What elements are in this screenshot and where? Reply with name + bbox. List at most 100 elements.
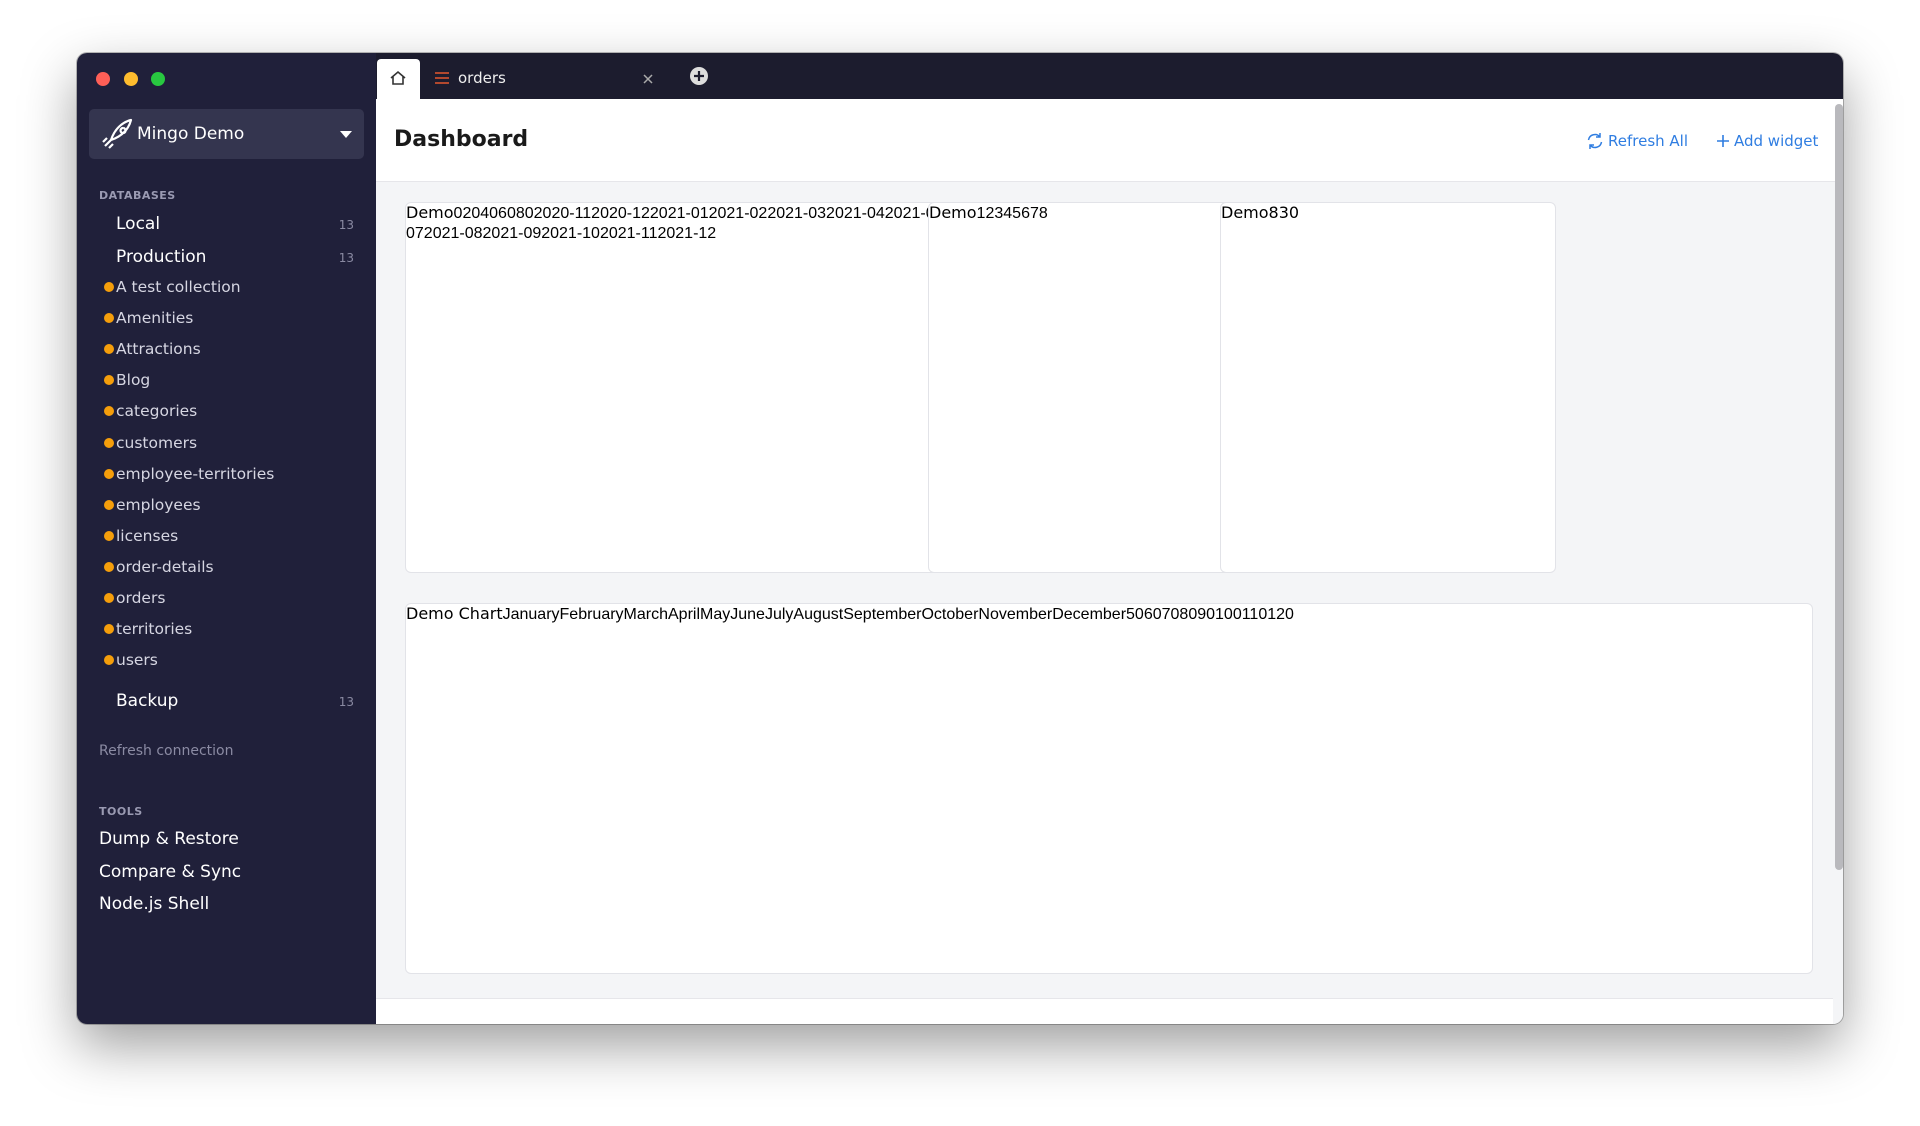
section-label: TOOLS [99,805,143,818]
doughnut-widget: Demo12345678 [928,202,1266,573]
legend-label: 7 [1029,205,1039,222]
workspace-selector[interactable]: Mingo Demo [89,109,364,159]
collection-dot [104,406,114,417]
collection-count: 13 [338,695,354,709]
collection-dot [104,437,114,448]
x-tick-label: August [793,606,844,623]
home-icon [390,70,406,85]
y-tick-label: 20 [462,205,481,222]
tool-item[interactable]: Node.js Shell [99,894,210,914]
collection-name[interactable]: licenses [116,526,179,545]
tool-item[interactable]: Compare & Sync [99,862,242,882]
collection-name[interactable]: order-details [116,557,214,576]
collection-dot [104,561,114,572]
number-value: 830 [1268,203,1300,222]
line-widget: Demo ChartJanuaryFebruaryMarchAprilMayJu… [405,603,1813,974]
widget-title: Demo [406,203,454,222]
collection-name[interactable]: Blog [116,371,151,390]
collection-dot [104,655,114,666]
database-name[interactable]: Backup [116,691,179,711]
zoom-button[interactable] [151,72,165,86]
collection-dot [104,468,114,479]
x-tick-label: May [700,606,731,623]
y-tick-label: 120 [1267,606,1294,623]
sidebar: Mingo Demo DATABASES Local 13 Production 13 A… [77,53,376,1024]
number-widget: Demo830 [1220,202,1556,573]
x-tick-label: September [843,606,922,623]
collection-name[interactable]: employee-territories [116,464,275,483]
collection-dot [104,593,114,603]
collection-name[interactable]: A test collection [116,278,241,296]
scrollbar [1835,104,1843,870]
plus-icon [1717,135,1729,147]
collection-dot [104,499,114,510]
y-tick-label: 80 [1179,606,1198,623]
close-button[interactable] [96,72,110,86]
collection-dot [104,313,114,324]
database-name[interactable]: Production [116,247,207,267]
rocket-icon [102,118,133,149]
y-tick-label: 80 [515,205,534,222]
collection-name[interactable]: customers [116,433,198,452]
collection-name[interactable]: users [116,651,158,670]
legend-label: 5 [1012,205,1022,222]
x-tick-label: 2020-11 [533,205,592,222]
refresh-all-button[interactable]: Refresh All [1608,132,1689,150]
refresh-icon [1587,133,1603,149]
collection-name[interactable]: territories [116,620,193,639]
tab-bar: orders [376,53,1843,99]
widget-title: Demo Chart [406,604,503,623]
y-tick-label: 60 [498,205,516,222]
page-title: Dashboard [394,127,529,152]
number-display: Demo830 [1221,203,1299,222]
x-tick-label: 2020-12 [591,205,650,222]
legend-label: 1 [976,205,986,222]
section-label: DATABASES [99,189,176,202]
collection-dot [104,282,114,292]
collection-dot [104,624,114,635]
home-tab[interactable] [377,59,420,99]
x-tick-label: 2021-01 [649,205,709,222]
x-tick-label: July [764,606,794,623]
x-tick-label: 2021-10 [541,225,600,242]
y-tick-label: 70 [1161,606,1180,623]
y-tick-label: 100 [1215,606,1242,623]
dropdown-caret [340,131,352,138]
doughnut-chart: Demo12345678 [929,203,1048,223]
collection-name[interactable]: orders [116,589,166,607]
collection-count: 13 [338,218,354,232]
window-controls [96,72,165,86]
workspace-name: Mingo Demo [137,124,245,144]
add-widget-button[interactable]: Add widget [1734,132,1819,150]
x-tick-label: June [730,606,765,623]
new-tab-button[interactable] [690,67,708,85]
tabs [377,59,708,99]
minimize-button[interactable] [124,72,138,86]
tab-close[interactable] [643,74,653,84]
collection-dot [104,375,114,386]
dashboard-header: Dashboard Refresh All Add widget [376,99,1843,182]
x-tick-label: October [921,606,979,623]
y-tick-label: 50 [1126,606,1144,623]
tool-item[interactable]: Dump & Restore [99,829,239,849]
app-window: Mingo Demo DATABASES Local 13 Production 13 A… [77,53,1843,1024]
y-tick-label: 60 [1143,606,1162,623]
database-name[interactable]: Local [116,214,161,234]
collection-name[interactable]: Amenities [116,309,194,328]
x-tick-label: 2021-11 [599,225,658,242]
refresh-connection[interactable]: Refresh connection [99,743,234,759]
collection-dot [104,344,114,355]
footer-strip [376,998,1833,1024]
widget-title: Demo [929,203,977,222]
collection-name[interactable]: Attractions [116,340,201,359]
x-tick-label: December [1052,606,1127,623]
collection-name[interactable]: categories [116,402,198,421]
tab-label[interactable]: orders [458,69,506,87]
x-tick-label: February [559,606,624,623]
x-tick-label: 2021-08 [423,225,483,242]
widget-title: Demo [1221,203,1269,222]
collection-name[interactable]: employees [116,495,201,514]
collection-count: 13 [338,251,354,265]
